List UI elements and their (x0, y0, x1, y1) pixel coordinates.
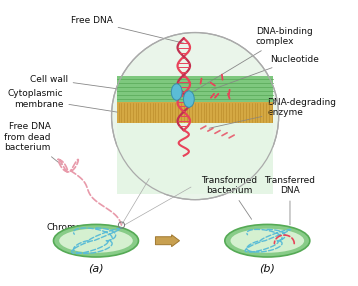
Bar (117, 123, 273, 194)
Text: Transformed
bacterium: Transformed bacterium (201, 176, 257, 219)
Ellipse shape (53, 225, 139, 257)
FancyArrow shape (155, 235, 179, 247)
Ellipse shape (171, 84, 182, 100)
Text: (a): (a) (88, 263, 104, 273)
Text: Cell wall: Cell wall (29, 75, 117, 89)
Ellipse shape (225, 225, 310, 257)
Ellipse shape (184, 91, 194, 107)
Text: Cytoplasmic
membrane: Cytoplasmic membrane (8, 90, 117, 112)
Text: Chromosome: Chromosome (47, 223, 106, 238)
Ellipse shape (59, 229, 133, 253)
Text: Nucleotide: Nucleotide (212, 55, 319, 90)
Text: (b): (b) (260, 263, 275, 273)
Text: DNA-degrading
enzyme: DNA-degrading enzyme (209, 98, 336, 128)
Ellipse shape (231, 229, 304, 253)
Bar (117, 102, 273, 123)
Text: Free DNA
from dead
bacterium: Free DNA from dead bacterium (4, 122, 62, 165)
Text: Free DNA: Free DNA (71, 17, 184, 43)
Text: Transferred
DNA: Transferred DNA (265, 176, 315, 225)
Bar (117, 76, 273, 102)
Text: DNA-binding
complex: DNA-binding complex (190, 27, 313, 94)
Circle shape (112, 33, 279, 200)
